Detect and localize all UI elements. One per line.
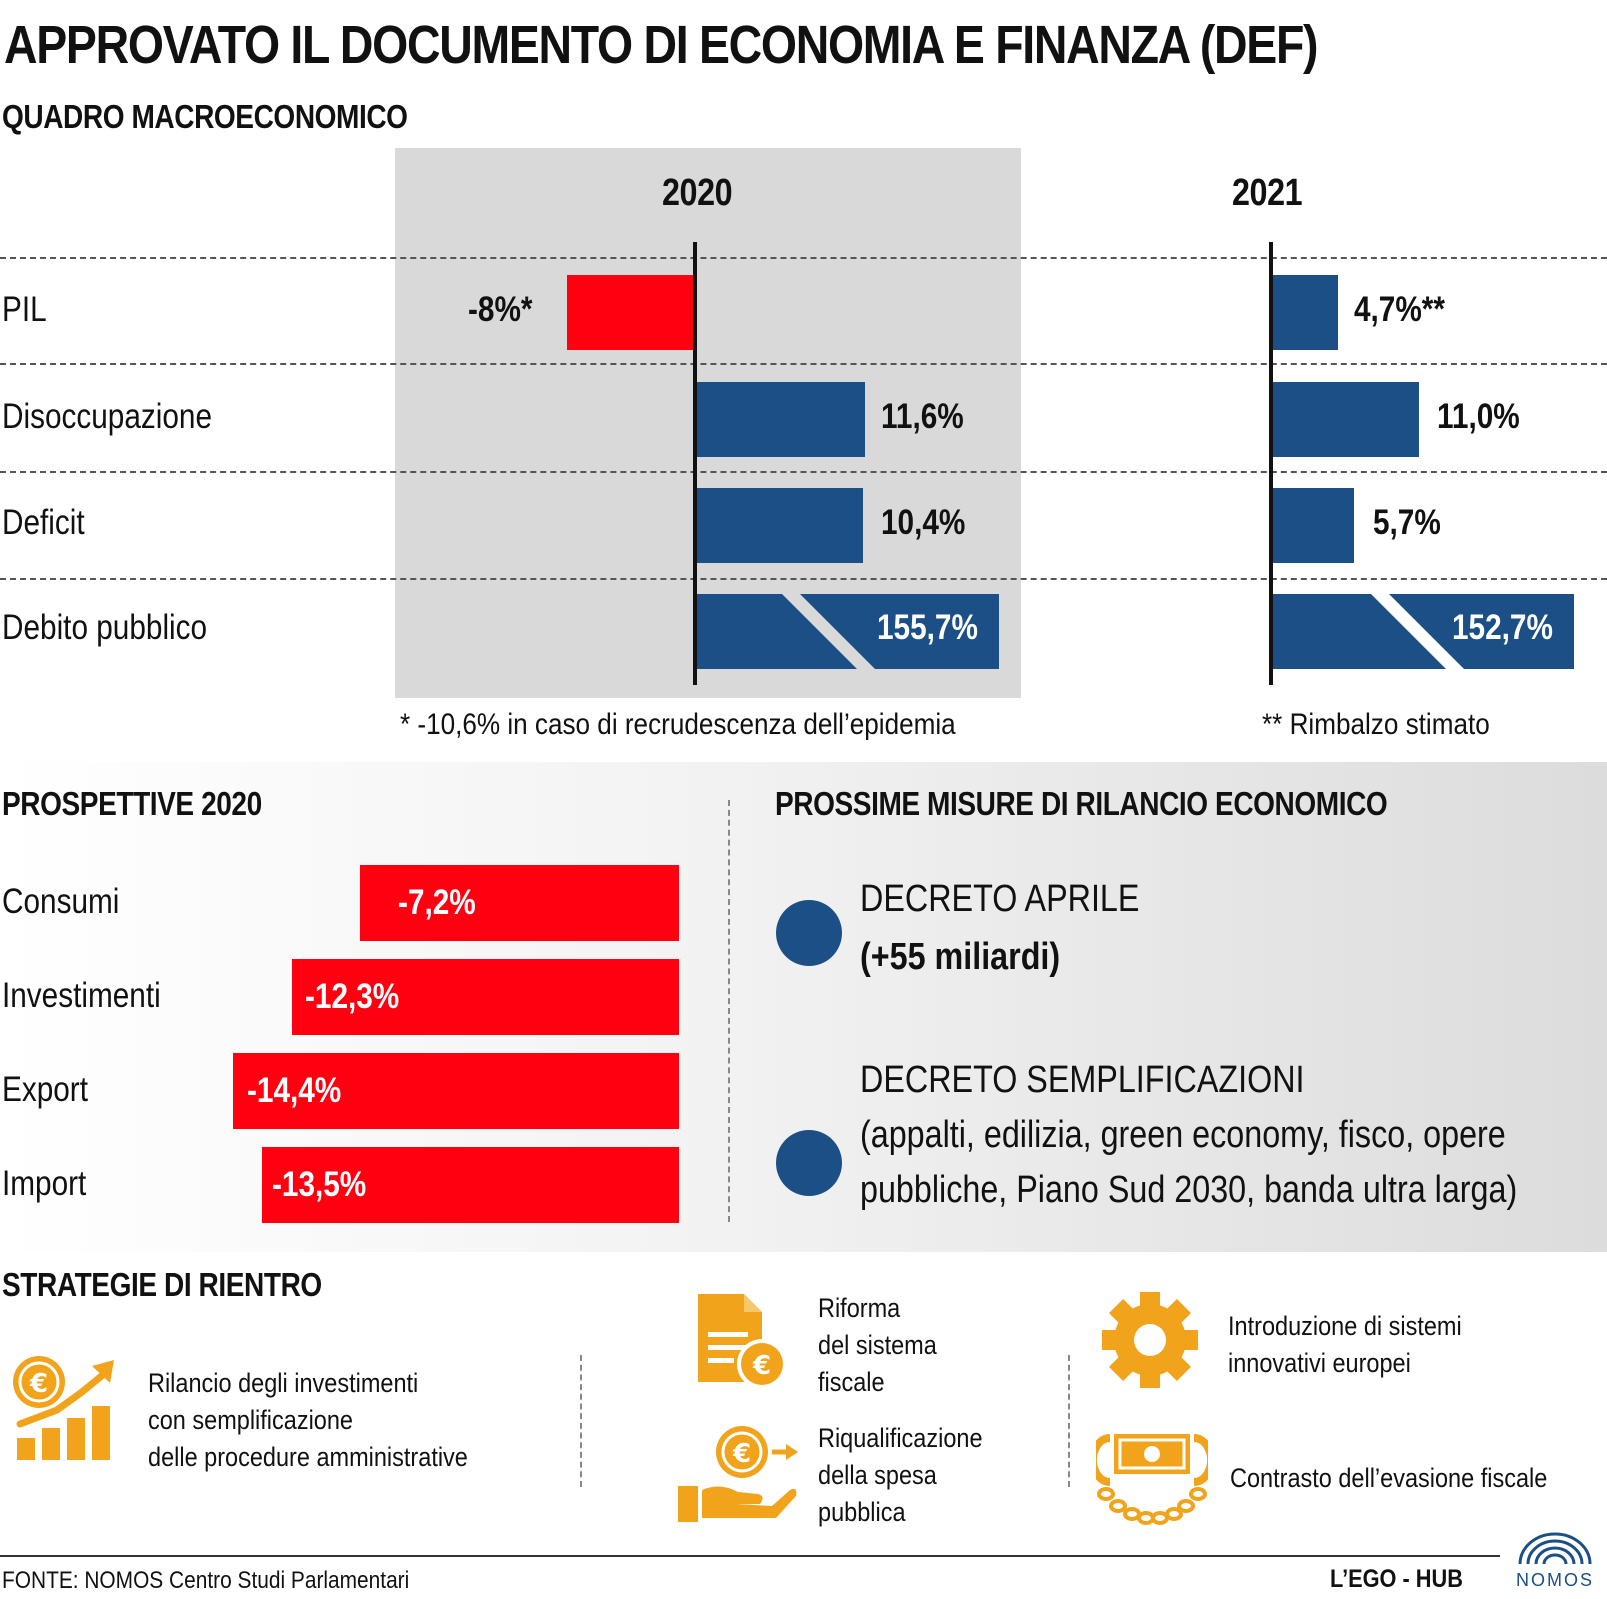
bar-investimenti [292, 959, 679, 1035]
year-2020: 2020 [662, 172, 733, 214]
macro-heading: QUADRO MACROECONOMICO [2, 98, 408, 135]
value-2021-debito: 152,7% [1452, 608, 1553, 647]
strategie-divider [580, 1355, 582, 1487]
value-2020-deficit: 10,4% [881, 503, 966, 542]
bar-2021-disoccupazione [1272, 382, 1419, 457]
decreto-semplificazioni-title: DECRETO SEMPLIFICAZIONI [860, 1059, 1305, 1101]
value-import: -13,5% [272, 1165, 367, 1204]
axis-2021 [1269, 242, 1273, 685]
decreto-aprile-detail: (+55 miliardi) [860, 936, 1061, 978]
strategie-heading: STRATEGIE DI RIENTRO [2, 1266, 322, 1303]
tax-document-icon: € [698, 1294, 787, 1389]
axis-2020 [693, 242, 697, 685]
nomos-logo-icon [1518, 1532, 1592, 1565]
prospettive-label-import: Import [2, 1164, 87, 1203]
bar-import [262, 1147, 679, 1223]
value-2020-debito: 155,7% [877, 608, 978, 647]
value-consumi: -7,2% [398, 883, 476, 922]
bar-2020-disoccupazione [696, 382, 865, 457]
strategia-3-line3: pubblica [818, 1497, 906, 1527]
svg-text:€: € [752, 1351, 771, 1381]
decreto-aprile-title: DECRETO APRILE [860, 878, 1140, 920]
bullet-decreto-aprile [776, 900, 842, 966]
row-label-deficit: Deficit [2, 503, 85, 542]
nomos-logo-text: NOMOS [1516, 1570, 1595, 1590]
footer-rule [0, 1555, 1500, 1557]
prospettive-label-investimenti: Investimenti [2, 976, 161, 1015]
prospettive-label-consumi: Consumi [2, 882, 120, 921]
note-2020: * -10,6% in caso di recrudescenza dell’e… [400, 708, 956, 741]
page-title: APPROVATO IL DOCUMENTO DI ECONOMIA E FIN… [4, 15, 1319, 75]
decreto-semplificazioni-line2: pubbliche, Piano Sud 2030, banda ultra l… [860, 1169, 1518, 1211]
value-2020-pil: -8%* [468, 290, 533, 329]
row-separator [0, 578, 1607, 580]
decreto-semplificazioni-line1: (appalti, edilizia, green economy, fisco… [860, 1114, 1506, 1156]
bar-2021-debito [1272, 594, 1574, 669]
bar-2020-pil [567, 275, 694, 350]
strategia-1-line3: delle procedure amministrative [148, 1442, 468, 1472]
strategia-1-line2: con semplificazione [148, 1405, 353, 1435]
strategia-2-line1: Riforma [818, 1293, 901, 1323]
value-2021-deficit: 5,7% [1373, 503, 1441, 542]
prospettive-label-export: Export [2, 1070, 88, 1109]
hand-coin-icon: € [678, 1426, 798, 1522]
value-2021-disoccupazione: 11,0% [1437, 397, 1520, 436]
value-2020-disoccupazione: 11,6% [881, 397, 964, 436]
row-label-disoccupazione: Disoccupazione [2, 397, 213, 436]
strategia-3-line2: della spesa [818, 1460, 937, 1490]
bullet-decreto-semplificazioni [776, 1130, 842, 1196]
bar-2020-debito [696, 594, 999, 669]
section-divider [728, 800, 730, 1222]
strategia-4-line1: Introduzione di sistemi [1228, 1311, 1462, 1341]
bar-2021-pil [1272, 275, 1338, 350]
bar-consumi [360, 865, 679, 941]
strategie-divider [1068, 1355, 1070, 1487]
value-investimenti: -12,3% [305, 977, 400, 1016]
axis-break-mark [782, 594, 875, 669]
strategia-3-line1: Riqualificazione [818, 1423, 983, 1453]
value-2021-pil: 4,7%** [1354, 290, 1445, 329]
strategia-5-line1: Contrasto dell’evasione fiscale [1230, 1463, 1548, 1493]
svg-text:€: € [732, 1439, 751, 1469]
row-label-pil: PIL [2, 290, 47, 329]
axis-break-mark [1371, 594, 1464, 669]
row-separator [0, 471, 1607, 473]
value-export: -14,4% [247, 1071, 342, 1110]
footer-brand: L’EGO - HUB [1330, 1565, 1463, 1593]
row-separator [0, 257, 1607, 259]
handcuffs-money-icon [1096, 1434, 1208, 1525]
note-2021: ** Rimbalzo stimato [1262, 708, 1490, 741]
misure-heading: PROSSIME MISURE DI RILANCIO ECONOMICO [775, 785, 1388, 822]
footer-source: FONTE: NOMOS Centro Studi Parlamentari [2, 1567, 410, 1594]
strategia-1-line1: Rilancio degli investimenti [148, 1368, 419, 1398]
svg-text:€: € [29, 1369, 48, 1399]
row-separator [0, 363, 1607, 365]
bar-2021-deficit [1272, 488, 1354, 563]
growth-chart-icon: € [13, 1356, 114, 1460]
strategia-2-line2: del sistema [818, 1330, 937, 1360]
strategia-4-line2: innovativi europei [1228, 1348, 1411, 1378]
bar-export [233, 1053, 679, 1129]
strategia-2-line3: fiscale [818, 1367, 885, 1397]
row-label-debito: Debito pubblico [2, 608, 208, 647]
bar-2020-deficit [696, 488, 863, 563]
year-2021: 2021 [1232, 172, 1303, 214]
gear-icon [1102, 1292, 1198, 1388]
prospettive-heading: PROSPETTIVE 2020 [2, 785, 262, 822]
